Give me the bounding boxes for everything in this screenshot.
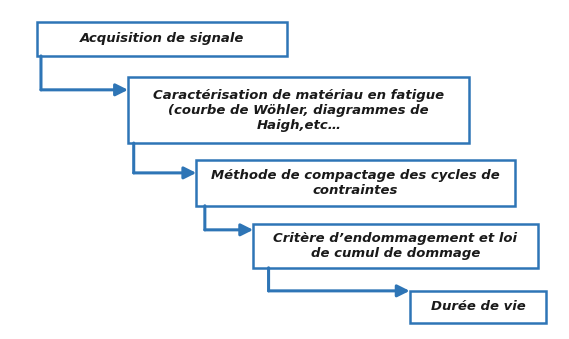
Text: Méthode de compactage des cycles de
contraintes: Méthode de compactage des cycles de cont… — [211, 169, 500, 197]
FancyBboxPatch shape — [410, 291, 546, 323]
Text: Caractérisation de matériau en fatigue
(courbe de Wöhler, diagrammes de
Haigh,et: Caractérisation de matériau en fatigue (… — [153, 89, 444, 132]
FancyBboxPatch shape — [253, 224, 538, 268]
FancyBboxPatch shape — [196, 160, 515, 206]
FancyBboxPatch shape — [37, 22, 287, 56]
Text: Critère d’endommagement et loi
de cumul de dommage: Critère d’endommagement et loi de cumul … — [274, 232, 517, 260]
Text: Durée de vie: Durée de vie — [431, 300, 525, 313]
FancyBboxPatch shape — [128, 77, 469, 143]
Text: Acquisition de signale: Acquisition de signale — [80, 33, 244, 45]
